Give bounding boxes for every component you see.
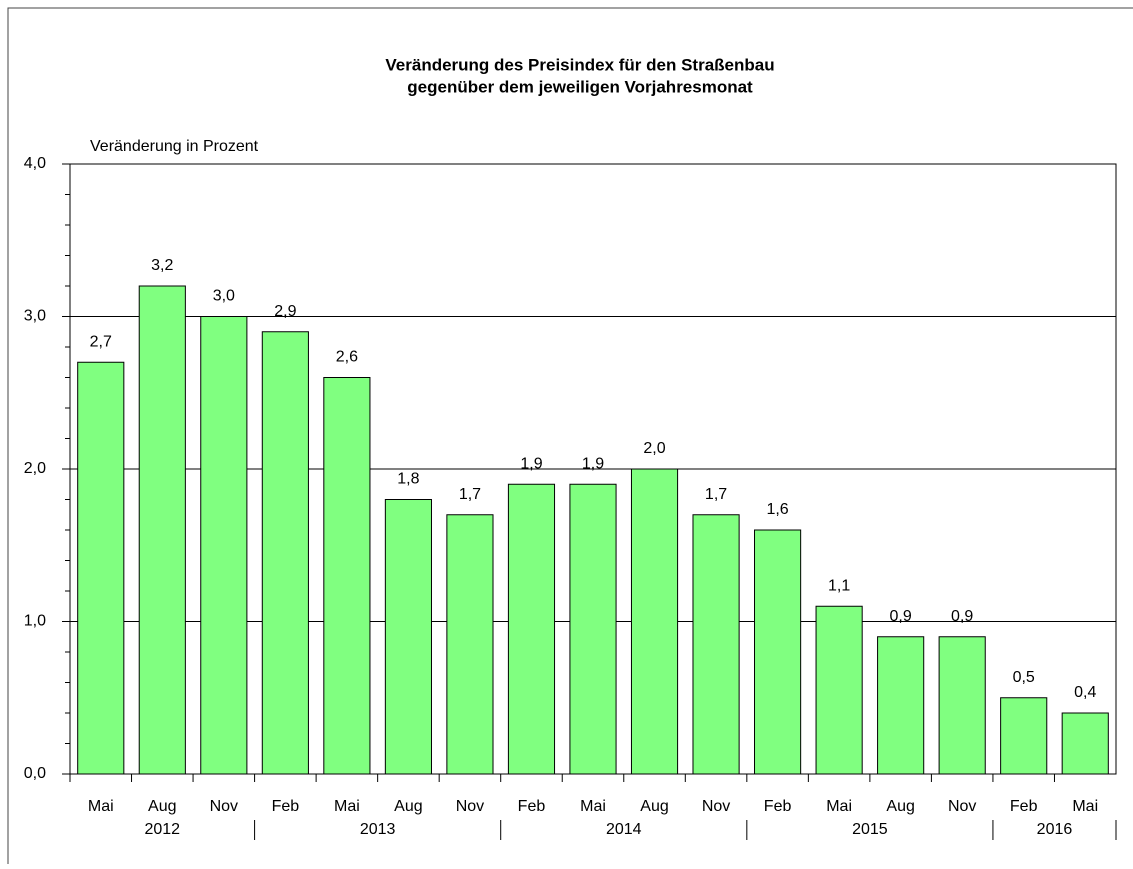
value-label: 1,1 xyxy=(828,577,850,594)
y-tick-label: 3,0 xyxy=(24,308,46,325)
value-label: 1,8 xyxy=(397,471,419,488)
bar xyxy=(877,636,925,775)
value-label: 2,7 xyxy=(90,333,112,350)
y-axis-label: Veränderung in Prozent xyxy=(90,138,259,155)
x-tick-label: Feb xyxy=(518,798,546,815)
x-tick-label: Mai xyxy=(334,798,360,815)
x-tick-label: Feb xyxy=(1010,798,1038,815)
group-label: 2015 xyxy=(852,821,888,838)
value-label: 1,9 xyxy=(582,455,604,472)
bar xyxy=(77,361,125,775)
x-tick-label: Mai xyxy=(1072,798,1098,815)
value-label: 3,0 xyxy=(213,288,235,305)
chart-title: Veränderung des Preisindex für den Straß… xyxy=(385,55,774,74)
group-label: 2012 xyxy=(144,821,180,838)
x-tick-label: Feb xyxy=(764,798,792,815)
x-tick-label: Aug xyxy=(148,798,176,815)
x-tick-label: Aug xyxy=(640,798,668,815)
x-tick-label: Aug xyxy=(886,798,914,815)
value-label: 2,6 xyxy=(336,349,358,366)
x-tick-label: Feb xyxy=(272,798,300,815)
x-tick-label: Mai xyxy=(580,798,606,815)
bar xyxy=(446,514,494,775)
x-tick-label: Nov xyxy=(210,798,238,815)
value-label: 1,6 xyxy=(766,501,788,518)
bar xyxy=(507,483,556,775)
value-label: 2,9 xyxy=(274,303,296,320)
bar xyxy=(1000,697,1048,775)
y-tick-label: 4,0 xyxy=(24,155,46,172)
y-tick-label: 0,0 xyxy=(24,765,46,782)
bar xyxy=(323,377,371,775)
x-tick-label: Mai xyxy=(826,798,852,815)
value-label: 0,4 xyxy=(1074,684,1096,701)
bar xyxy=(200,316,248,775)
value-label: 0,9 xyxy=(951,608,973,625)
value-label: 1,7 xyxy=(705,486,727,503)
frame xyxy=(7,7,1133,869)
value-label: 3,2 xyxy=(151,257,173,274)
y-tick-label: 2,0 xyxy=(24,460,46,477)
value-label: 1,7 xyxy=(459,486,481,503)
x-tick-label: Mai xyxy=(88,798,114,815)
x-tick-label: Nov xyxy=(702,798,730,815)
bar xyxy=(938,636,986,775)
bar xyxy=(692,514,740,775)
value-label: 0,9 xyxy=(890,608,912,625)
bar xyxy=(754,529,802,775)
x-tick-label: Nov xyxy=(456,798,484,815)
group-label: 2014 xyxy=(606,821,642,838)
y-tick-label: 1,0 xyxy=(24,613,46,630)
bar xyxy=(138,285,186,775)
bar xyxy=(261,331,309,775)
x-tick-label: Nov xyxy=(948,798,976,815)
value-label: 0,5 xyxy=(1013,669,1035,686)
group-label: 2013 xyxy=(360,821,396,838)
chart-subtitle: gegenüber dem jeweiligen Vorjahresmonat xyxy=(407,77,753,96)
x-tick-label: Aug xyxy=(394,798,422,815)
bar xyxy=(569,483,617,775)
group-label: 2016 xyxy=(1037,821,1073,838)
value-label: 2,0 xyxy=(643,440,665,457)
bar xyxy=(815,605,863,775)
bar xyxy=(630,468,679,775)
bar xyxy=(1061,712,1109,775)
value-label: 1,9 xyxy=(520,455,542,472)
bar xyxy=(384,499,432,775)
